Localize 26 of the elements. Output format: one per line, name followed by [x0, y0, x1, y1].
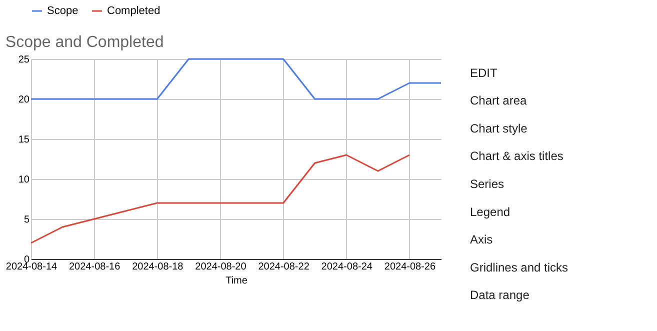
x-axis-title: Time — [226, 276, 248, 286]
y-tick-label: 20 — [18, 94, 30, 106]
x-tick-label: 2024-08-26 — [384, 262, 436, 272]
text: Gridlines and ticks — [470, 260, 568, 274]
y-tick-label: 10 — [18, 174, 30, 186]
x-tick-label: 2024-08-18 — [132, 262, 184, 272]
x-tick-label: 2024-08-14 — [6, 262, 58, 272]
x-tick-label: 2024-08-16 — [69, 262, 121, 272]
y-tick-label: 25 — [18, 54, 30, 66]
legend-label: Completed — [107, 5, 160, 17]
chart-title: Scope and Completed — [5, 34, 164, 51]
text: Data range — [470, 288, 530, 302]
line-series — [30, 154, 410, 244]
text: Chart area — [470, 94, 528, 108]
text: EDIT — [470, 66, 498, 80]
x-tick-label: 2024-08-22 — [258, 262, 310, 272]
x-tick-label: 2024-08-20 — [195, 262, 247, 272]
y-tick-label: 5 — [24, 214, 30, 226]
text: Chart style — [470, 121, 528, 136]
text: Chart & axis titles — [470, 149, 564, 164]
x-tick-label: 2024-08-24 — [321, 262, 373, 272]
text: Series — [470, 177, 504, 191]
legend-label: Scope — [47, 5, 78, 17]
y-tick-label: 15 — [18, 134, 30, 146]
text: Axis — [470, 232, 493, 247]
text: Legend — [470, 204, 510, 219]
